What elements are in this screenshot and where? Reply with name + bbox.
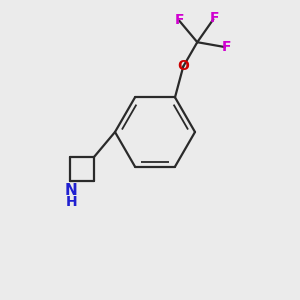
Text: F: F xyxy=(222,40,232,54)
Text: O: O xyxy=(177,59,189,74)
Text: F: F xyxy=(175,13,184,27)
Text: N: N xyxy=(65,182,78,197)
Text: H: H xyxy=(66,194,77,208)
Text: F: F xyxy=(210,11,219,25)
